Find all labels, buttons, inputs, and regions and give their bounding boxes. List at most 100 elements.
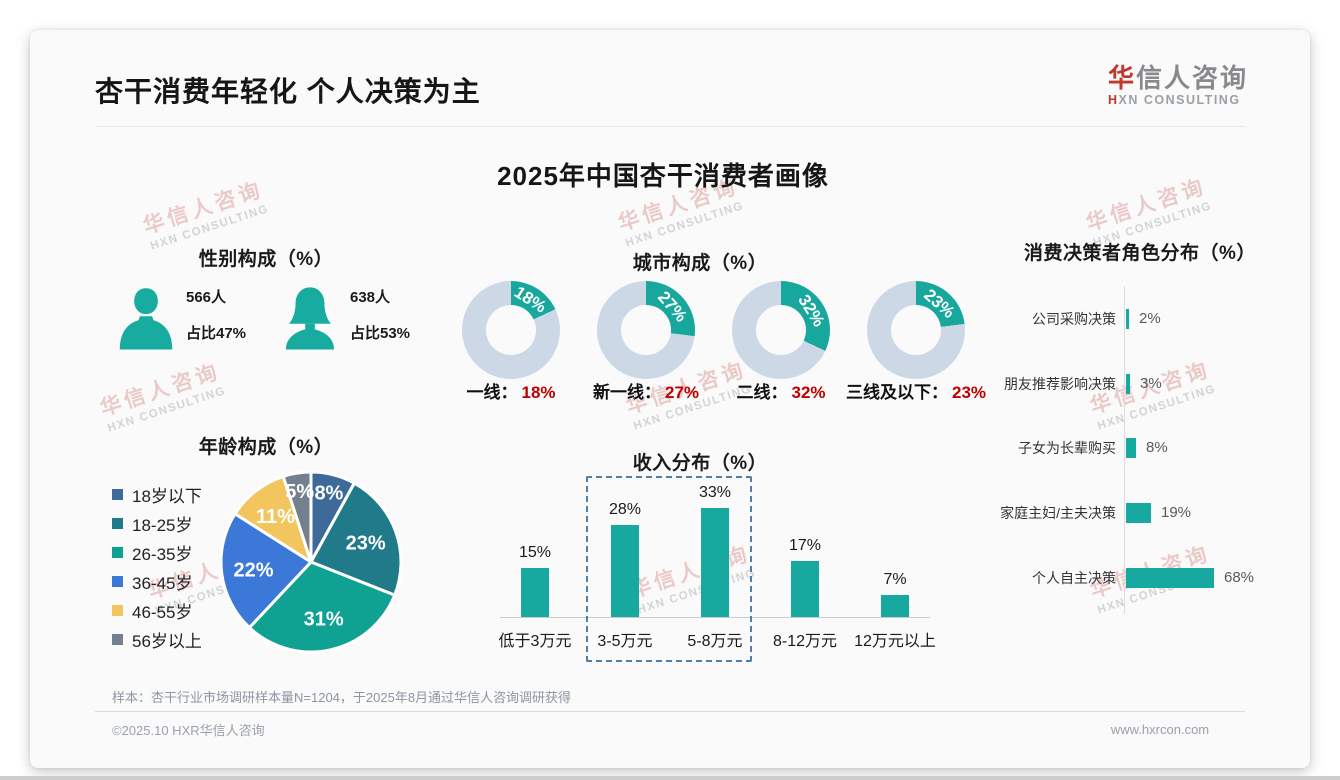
decision-bar — [1126, 309, 1129, 329]
decision-row: 公司采购决策 2% — [960, 309, 1305, 329]
age-pie-slice — [247, 560, 397, 654]
decision-row: 家庭主妇/主夫决策 19% — [960, 503, 1305, 523]
city-label: 三线及以下： — [845, 383, 948, 402]
watermark-line1: 华信人咨询 — [97, 359, 224, 421]
slide-card: 杏干消费年轻化 个人决策为主 华信人咨询 HXN CONSULTING 2025… — [30, 30, 1310, 768]
city-value: 32% — [791, 383, 826, 402]
income-bar-chart: 15% 28% 33% 17% 7% 低于3万元 3-5万元 5-8万元 8-12万元 12万元… — [490, 478, 940, 651]
decision-category-label: 个人自主决策 — [1032, 570, 1116, 586]
legend-item: 18岁以下 — [112, 480, 202, 509]
legend-item: 36-45岁 — [112, 567, 202, 596]
city-label: 新一线： — [592, 383, 661, 402]
watermark-line2: HXN CONSULTING — [624, 199, 746, 250]
decision-y-axis — [1124, 286, 1125, 614]
main-chart-title: 2025年中国杏干消费者画像 — [497, 161, 829, 191]
gender-count: 566人 — [186, 289, 227, 306]
income-bar-group: 33% — [670, 484, 760, 618]
page-title: 杏干消费年轻化 个人决策为主 — [95, 76, 481, 107]
legend-swatch — [112, 518, 123, 529]
legend-label: 18-25岁 — [132, 516, 193, 535]
income-bar — [611, 525, 639, 618]
age-pie-label: 8% — [314, 482, 343, 504]
city-donut-caption: 新一线： 27% — [542, 378, 750, 402]
income-category-label: 5-8万元 — [687, 633, 743, 650]
watermark-line2: HXN CONSULTING — [106, 384, 228, 435]
watermark-line1: 华信人咨询 — [1083, 174, 1210, 236]
gender-texts: 638人 占比53% — [350, 278, 432, 354]
decision-value-label: 3% — [1140, 375, 1162, 392]
city-donut: 23% — [867, 281, 965, 379]
legend-label: 36-45岁 — [132, 574, 193, 593]
gender-items: 566人 占比47% 638人 占比53% — [118, 278, 432, 354]
window-bottom-edge — [0, 776, 1340, 780]
legend-swatch — [112, 576, 123, 587]
header-divider — [95, 126, 1245, 127]
decision-row: 朋友推荐影响决策 3% — [960, 374, 1305, 394]
age-pie-slice — [219, 512, 313, 630]
footer-divider — [95, 711, 1245, 712]
legend-swatch — [112, 489, 123, 500]
decision-value-label: 2% — [1139, 310, 1161, 327]
income-category-label: 低于3万元 — [498, 633, 572, 650]
age-pie-slice — [281, 470, 313, 564]
male-icon — [119, 288, 173, 350]
legend-label: 56岁以上 — [132, 632, 202, 651]
age-pie-label: 23% — [346, 532, 386, 554]
legend-swatch — [112, 634, 123, 645]
city-donut-caption: 二线： 32% — [677, 378, 885, 402]
decision-category-label: 家庭主妇/主夫决策 — [1000, 505, 1116, 521]
gender-count: 638人 — [350, 289, 391, 306]
age-legend: 18岁以下 18-25岁 26-35岁 36-45岁 46-55岁 56岁以上 — [112, 480, 202, 654]
age-pie-label: 11% — [256, 506, 295, 528]
decision-value-label: 68% — [1224, 569, 1255, 586]
income-category-label: 3-5万元 — [597, 633, 653, 650]
income-bar-group: 28% — [580, 501, 670, 618]
age-pie-chart: 8% 23% 31% 22% 11% 5% — [219, 470, 403, 654]
income-categories: 低于3万元 3-5万元 5-8万元 8-12万元 12万元以上 — [490, 627, 940, 651]
city-value: 18% — [521, 383, 556, 402]
age-pie-label: 22% — [233, 559, 273, 581]
decision-section-heading: 消费决策者角色分布（%） — [1024, 243, 1256, 264]
income-value-label: 28% — [608, 501, 642, 518]
income-highlight-box — [586, 476, 752, 662]
decision-bar — [1126, 374, 1130, 394]
city-donut-caption: 三线及以下： 23% — [812, 378, 1020, 402]
legend-swatch — [112, 547, 123, 558]
income-bar-group: 15% — [490, 544, 580, 618]
decision-bar-chart: 公司采购决策 2% 朋友推荐影响决策 3% 子女为长辈购买 8% 家庭主妇/主夫决策 19% 个… — [960, 276, 1305, 621]
income-bar — [521, 568, 549, 618]
city-section-heading: 城市构成（%） — [632, 253, 768, 274]
decision-value-label: 8% — [1146, 439, 1168, 456]
donut-hole — [486, 305, 536, 355]
income-category-label: 12万元以上 — [854, 633, 936, 650]
income-value-label: 15% — [518, 544, 552, 561]
gender-item: 566人 占比47% — [118, 278, 268, 354]
logo-en-rest: XN CONSULTING — [1118, 93, 1241, 107]
income-section-heading: 收入分布（%） — [632, 453, 768, 474]
city-value: 27% — [664, 383, 700, 402]
income-category-label: 8-12万元 — [772, 633, 838, 650]
city-value: 23% — [951, 383, 987, 402]
logo-en-text: HXN CONSULTING — [1108, 93, 1248, 107]
income-bar — [881, 595, 909, 618]
decision-category-label: 子女为长辈购买 — [1018, 440, 1116, 456]
donut-hole — [891, 305, 941, 355]
income-bar — [701, 508, 729, 618]
legend-swatch — [112, 605, 123, 616]
watermark-line1: 华信人咨询 — [140, 177, 267, 239]
gender-item: 638人 占比53% — [282, 278, 432, 354]
company-logo: 华信人咨询 HXN CONSULTING — [1108, 64, 1248, 107]
city-donut: 18% — [462, 281, 560, 379]
age-pie-label: 31% — [304, 609, 344, 631]
income-bar-group: 7% — [850, 571, 940, 618]
legend-label: 18岁以下 — [132, 487, 202, 506]
logo-cn-text: 华信人咨询 — [1108, 64, 1248, 92]
income-bar-group: 17% — [760, 537, 850, 618]
city-donut-caption: 一线： 18% — [407, 378, 615, 402]
legend-label: 26-35岁 — [132, 545, 193, 564]
decision-bar — [1126, 438, 1136, 458]
decision-category-label: 朋友推荐影响决策 — [1004, 376, 1116, 392]
sample-note: 样本：杏干行业市场调研样本量N=1204，于2025年8月通过华信人咨询调研获得 — [112, 690, 572, 705]
